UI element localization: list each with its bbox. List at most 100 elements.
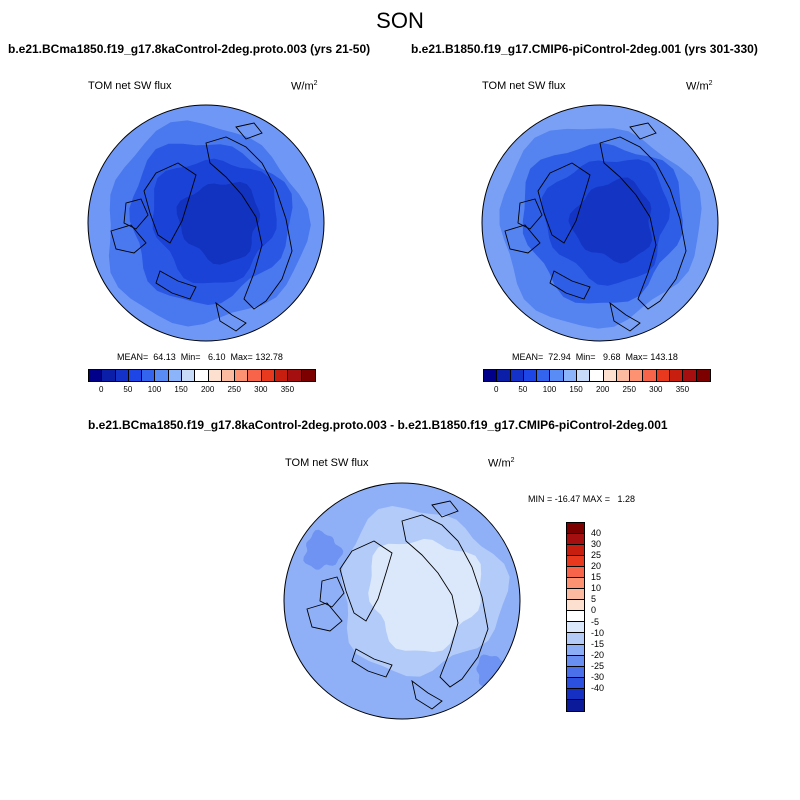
colorbar-tick-label: 150 <box>174 385 188 394</box>
colorbar-level-label: -5 <box>591 616 600 627</box>
colorbar-swatch <box>567 677 584 689</box>
colorbar-swatch <box>630 370 644 381</box>
colorbar-swatch <box>567 644 584 656</box>
colorbar-swatch <box>567 600 584 612</box>
panel-1-variable-label: TOM net SW flux <box>88 80 172 92</box>
coastlines <box>306 500 489 710</box>
colorbar-swatch <box>89 370 103 381</box>
colorbar-swatch <box>142 370 156 381</box>
difference-title: b.e21.BCma1850.f19_g17.8kaControl-2deg.p… <box>88 418 668 432</box>
colorbar-swatch <box>567 578 584 590</box>
colorbar-swatch <box>567 556 584 568</box>
field-contour-4 <box>303 529 344 570</box>
difference-variable-label: TOM net SW flux <box>285 457 369 469</box>
field-contour-5 <box>568 177 653 264</box>
colorbar-level-label: 0 <box>591 605 597 616</box>
colorbar-swatch <box>208 370 222 381</box>
panel-2-units: W/m2 <box>686 80 713 93</box>
colorbar-level-label: 20 <box>591 561 602 572</box>
field-contour-5 <box>176 181 261 265</box>
panel-1-units: W/m2 <box>291 80 318 93</box>
map-boundary <box>283 482 521 720</box>
colorbar-swatch <box>484 370 498 381</box>
colorbar-swatch <box>550 370 564 381</box>
panel-1-colorbar <box>88 369 316 382</box>
colorbar-swatch <box>656 370 670 381</box>
panel-1-stats: MEAN= 64.13 Min= 6.10 Max= 132.78 <box>117 352 283 362</box>
colorbar-swatch <box>235 370 249 381</box>
colorbar-tick-label: 50 <box>123 385 133 394</box>
colorbar-swatch <box>248 370 262 381</box>
colorbar-swatch <box>567 545 584 557</box>
colorbar-swatch <box>563 370 577 381</box>
difference-stats: MIN = -16.47 MAX = 1.28 <box>528 494 636 504</box>
panel-2-run-title: b.e21.B1850.f19_g17.CMIP6-piControl-2deg… <box>411 42 758 56</box>
colorbar-swatch <box>301 370 315 381</box>
colorbar-tick-label: 150 <box>569 385 583 394</box>
colorbar-swatch <box>102 370 116 381</box>
colorbar-swatch <box>115 370 129 381</box>
colorbar-tick-label: 350 <box>675 385 690 394</box>
difference-polar-map <box>283 482 521 720</box>
map-boundary <box>481 104 719 342</box>
colorbar-swatch <box>497 370 511 381</box>
colorbar-swatch <box>567 622 584 634</box>
colorbar-swatch <box>567 633 584 645</box>
colorbar-swatch <box>510 370 524 381</box>
colorbar-tick-label: 250 <box>227 385 241 394</box>
colorbar-swatch <box>683 370 697 381</box>
colorbar-level-label: 5 <box>591 594 597 605</box>
map-boundary <box>87 104 325 342</box>
colorbar-swatch <box>195 370 209 381</box>
colorbar-swatch <box>567 688 584 700</box>
difference-colorbar <box>566 522 585 712</box>
difference-units: W/m2 <box>488 457 515 470</box>
colorbar-swatch <box>288 370 302 381</box>
colorbar-swatch <box>576 370 591 381</box>
colorbar-tick-label: 350 <box>280 385 295 394</box>
colorbar-tick-label: 0 <box>99 385 104 394</box>
colorbar-swatch <box>567 523 584 535</box>
colorbar-swatch <box>643 370 657 381</box>
panel-2-colorbar <box>483 369 711 382</box>
colorbar-tick-label: 300 <box>254 385 268 394</box>
colorbar-level-label: 30 <box>591 539 602 550</box>
colorbar-swatch <box>567 534 584 546</box>
colorbar-swatch <box>616 370 631 381</box>
colorbar-tick-label: 100 <box>542 385 557 394</box>
colorbar-level-label: 10 <box>591 583 602 594</box>
colorbar-swatch <box>155 370 169 381</box>
panel-2-polar-map <box>481 104 719 342</box>
colorbar-swatch <box>567 655 584 667</box>
colorbar-level-label: 25 <box>591 550 602 561</box>
colorbar-level-label: 15 <box>591 572 602 583</box>
colorbar-swatch <box>274 370 289 381</box>
colorbar-swatch <box>567 589 584 601</box>
coastlines <box>110 122 293 332</box>
colorbar-swatch <box>567 699 584 711</box>
colorbar-swatch <box>168 370 182 381</box>
colorbar-swatch <box>590 370 604 381</box>
season-title: SON <box>376 8 424 33</box>
panel-1-run-title: b.e21.BCma1850.f19_g17.8kaControl-2deg.p… <box>8 42 371 56</box>
colorbar-swatch <box>603 370 617 381</box>
coastlines <box>504 122 687 332</box>
colorbar-swatch <box>221 370 236 381</box>
colorbar-swatch <box>261 370 275 381</box>
colorbar-level-label: -25 <box>591 660 605 671</box>
colorbar-level-label: -10 <box>591 627 605 638</box>
colorbar-swatch <box>523 370 538 381</box>
colorbar-tick-label: 0 <box>494 385 499 394</box>
panel-2-variable-label: TOM net SW flux <box>482 80 566 92</box>
colorbar-tick-label: 200 <box>595 385 610 394</box>
colorbar-swatch <box>567 567 584 579</box>
colorbar-level-label: -30 <box>591 671 605 682</box>
colorbar-tick-label: 250 <box>622 385 636 394</box>
panel-1-polar-map <box>87 104 325 342</box>
colorbar-tick-label: 300 <box>649 385 663 394</box>
colorbar-swatch <box>669 370 684 381</box>
colorbar-level-label: -15 <box>591 638 605 649</box>
colorbar-swatch <box>567 611 584 623</box>
colorbar-swatch <box>537 370 551 381</box>
panel-2-stats: MEAN= 72.94 Min= 9.68 Max= 143.18 <box>512 352 678 362</box>
